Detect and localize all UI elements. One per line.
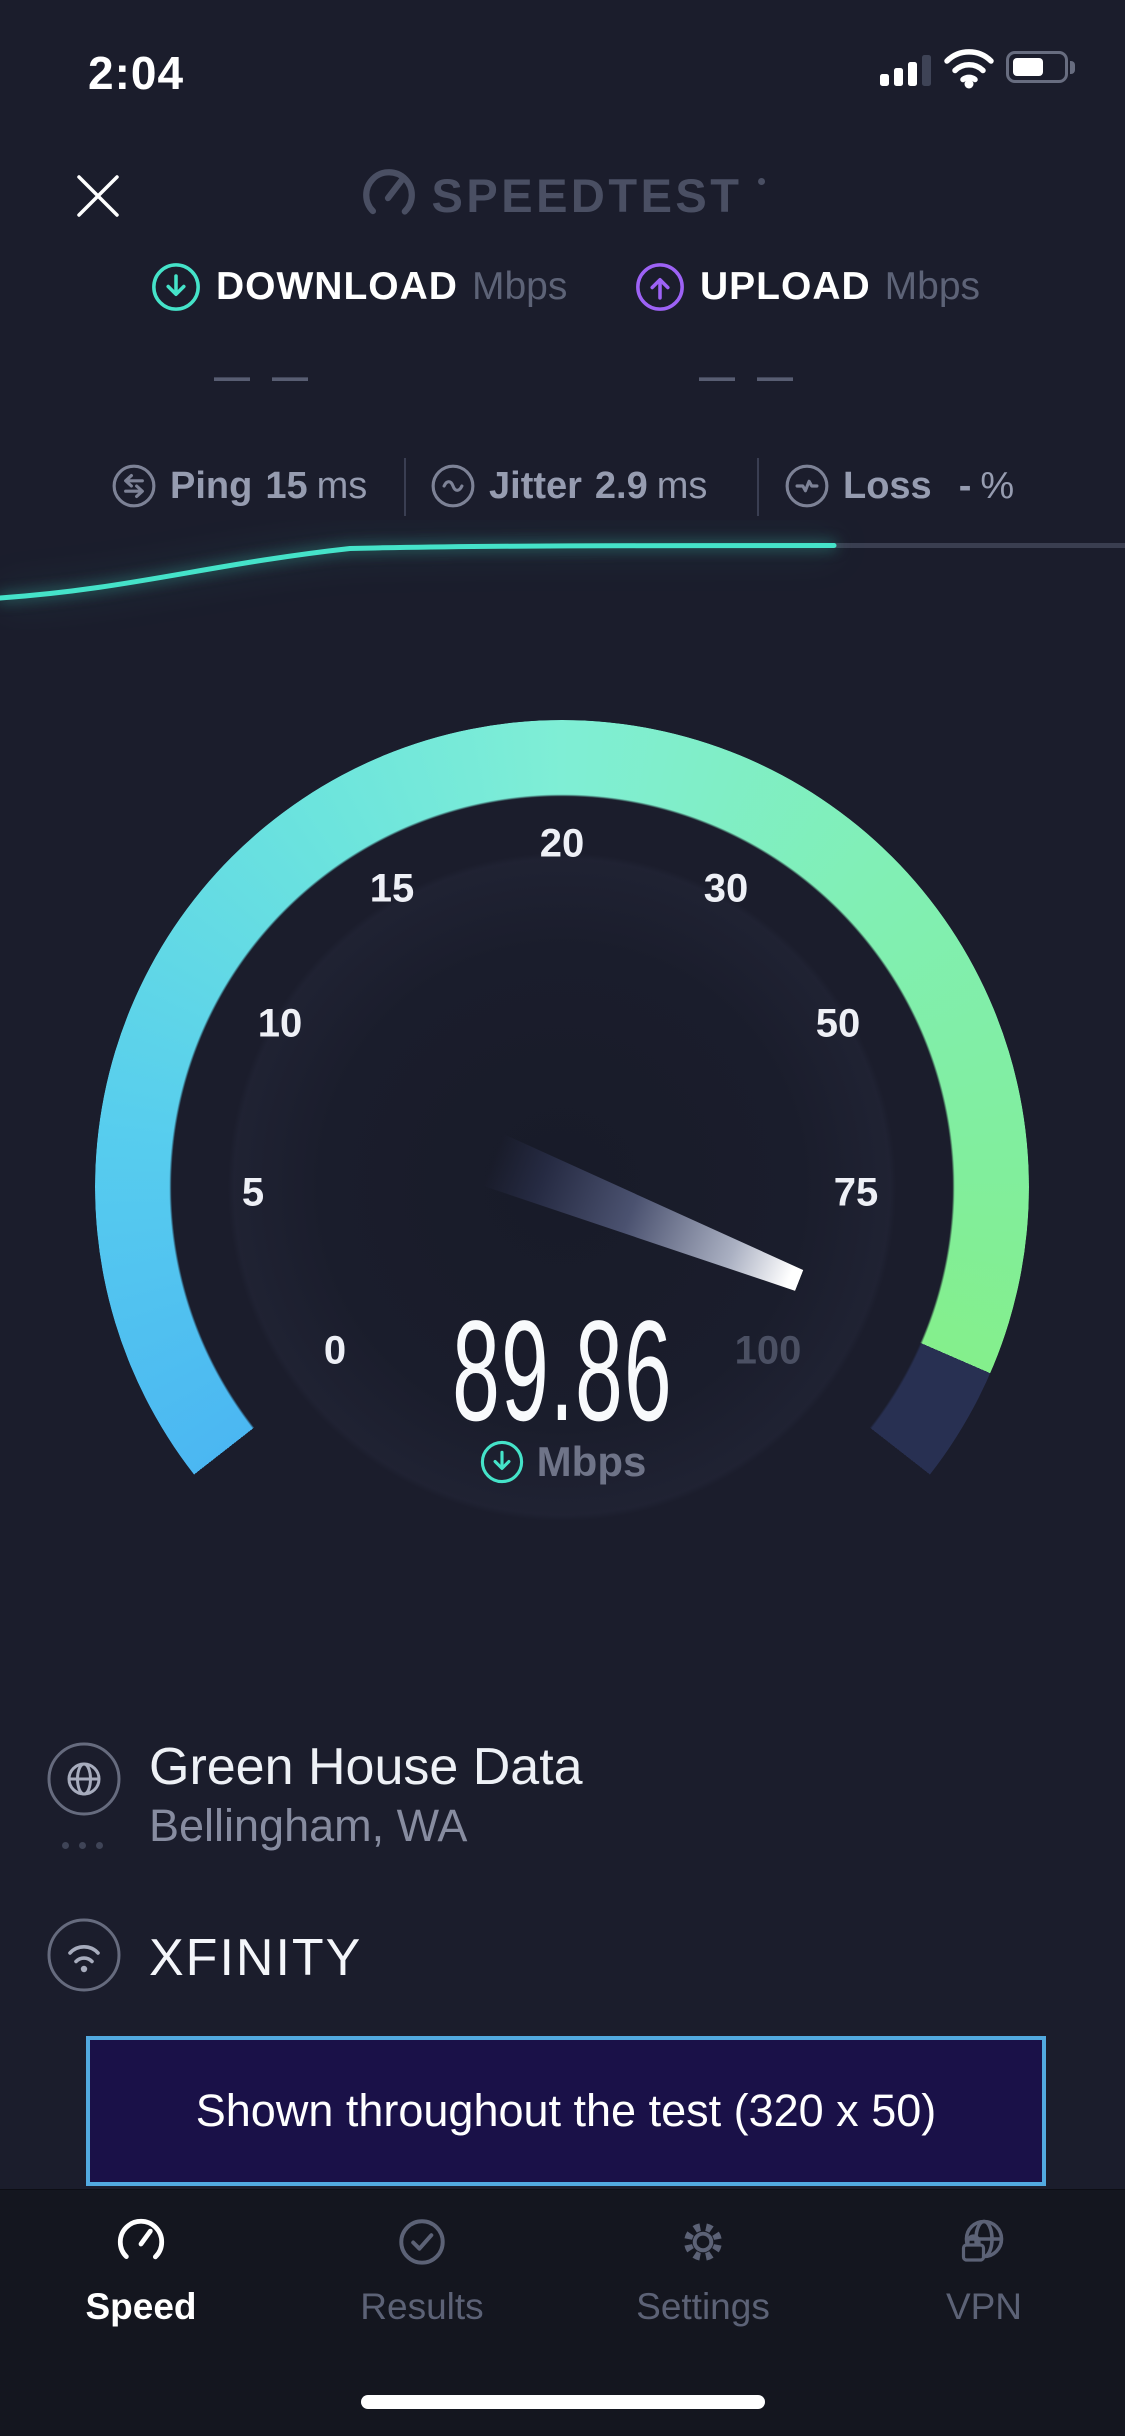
status-bar-time: 2:04 — [88, 47, 185, 99]
upload-metric-header: UPLOAD Mbps — [634, 260, 980, 314]
download-unit: Mbps — [471, 265, 568, 308]
current-download-speed: 89.86 — [452, 1292, 673, 1451]
circle-check-icon — [399, 2219, 445, 2265]
ad-banner[interactable]: Shown throughout the test (320 x 50) — [86, 2036, 1046, 2186]
speedtest-logo: SPEEDTEST — [360, 166, 766, 224]
stats-divider — [757, 458, 759, 516]
tab-speed[interactable]: Speed — [56, 2214, 226, 2328]
tab-speed-label: Speed — [85, 2286, 197, 2327]
circle-arrow-down-icon — [152, 263, 200, 311]
server-name: Green House Data — [149, 1738, 583, 1796]
tab-settings[interactable]: Settings — [618, 2214, 788, 2328]
gauge-tick-label: 5 — [241, 1170, 265, 1215]
gauge-unit-label: Mbps — [536, 1438, 647, 1485]
gauge-tick-label: 15 — [369, 866, 415, 911]
loss-label: Loss — [843, 464, 932, 507]
gauge-icon — [117, 2218, 165, 2266]
close-icon[interactable] — [70, 168, 126, 224]
gauge-tick-label: 20 — [539, 821, 585, 866]
ping-value: 15 — [265, 464, 308, 507]
tab-vpn-label: VPN — [945, 2286, 1023, 2327]
gauge-tick-label: 75 — [833, 1170, 879, 1215]
upload-value-placeholder: — — — [699, 356, 800, 397]
cellular-signal-icon — [880, 50, 931, 86]
loss-value: - — [958, 464, 972, 507]
isp-name: XFINITY — [149, 1929, 363, 1987]
ad-banner-text: Shown throughout the test (320 x 50) — [195, 2085, 937, 2136]
download-speed-sparkline — [0, 543, 1125, 601]
gauge-tick-label: 10 — [257, 1001, 303, 1046]
upload-unit: Mbps — [884, 265, 981, 308]
jitter-value: 2.9 — [594, 464, 648, 507]
loss-unit: % — [980, 464, 1015, 507]
speedtest-logo-text: SPEEDTEST — [431, 168, 743, 222]
circle-pulse-icon — [785, 464, 829, 508]
jitter-label: Jitter — [489, 464, 582, 507]
download-value-placeholder: — — — [214, 356, 315, 397]
globe-circle-icon — [47, 1742, 121, 1816]
circle-wave-icon — [431, 464, 475, 508]
jitter-stat: Jitter 2.9 ms — [430, 462, 707, 510]
circle-exchange-arrows-icon — [112, 464, 156, 508]
download-metric-header: DOWNLOAD Mbps — [150, 260, 567, 314]
gauge-tick-label: 0 — [323, 1328, 347, 1373]
circle-arrow-up-icon — [636, 263, 684, 311]
server-options-ellipsis — [62, 1842, 103, 1849]
tab-settings-label: Settings — [636, 2286, 770, 2327]
gauge-unit-row: Mbps — [0, 1438, 1125, 1486]
circle-arrow-down-icon — [480, 1440, 523, 1484]
battery-icon — [1006, 51, 1075, 83]
speedtest-logo-gauge-icon — [362, 169, 415, 221]
gauge-tick-label: 30 — [703, 866, 749, 911]
server-location: Bellingham, WA — [149, 1800, 468, 1851]
tab-vpn[interactable]: VPN — [899, 2214, 1069, 2328]
jitter-unit: ms — [656, 464, 708, 507]
ping-stat: Ping 15 ms — [111, 462, 367, 510]
gear-icon — [684, 2223, 722, 2261]
tab-results-label: Results — [360, 2286, 484, 2327]
ping-label: Ping — [170, 464, 253, 507]
wifi-status-icon — [944, 49, 994, 89]
download-label: DOWNLOAD — [216, 265, 458, 308]
home-indicator[interactable] — [361, 2395, 765, 2409]
gauge-tick-label: 50 — [815, 1001, 861, 1046]
wifi-circle-icon — [47, 1918, 121, 1992]
tab-results[interactable]: Results — [337, 2214, 507, 2328]
globe-lock-icon — [961, 2219, 1004, 2262]
stats-divider — [404, 458, 406, 516]
ping-unit: ms — [316, 464, 368, 507]
loss-stat: Loss - % — [784, 462, 1014, 510]
trademark-dot — [758, 177, 766, 185]
gauge-tick-label: 100 — [734, 1328, 802, 1373]
upload-label: UPLOAD — [700, 265, 871, 308]
